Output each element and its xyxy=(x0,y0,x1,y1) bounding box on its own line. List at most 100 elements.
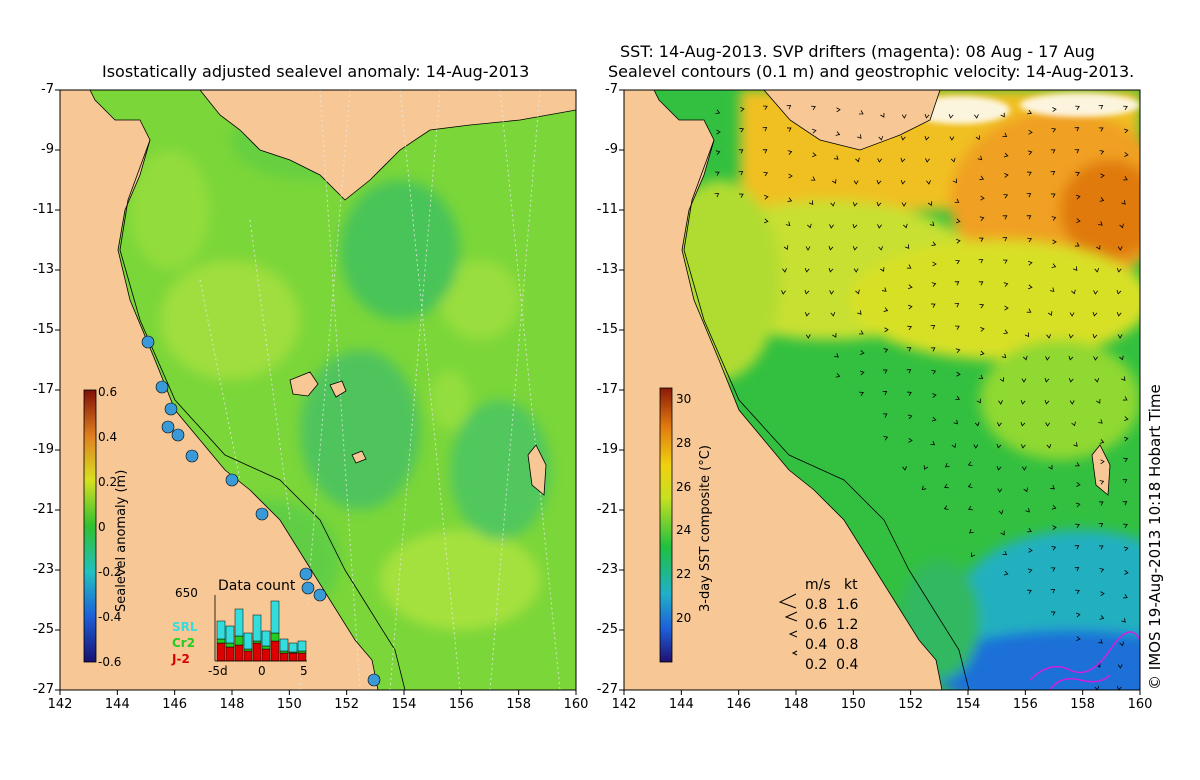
velocity-arrow xyxy=(907,391,912,396)
velocity-arrow xyxy=(828,245,834,251)
velocity-arrow xyxy=(1124,570,1129,575)
velocity-arrow xyxy=(1096,399,1101,404)
velocity-arrow xyxy=(883,436,889,441)
velocity-arrow xyxy=(1124,152,1129,157)
lat-tick-label: -19 xyxy=(32,442,54,457)
velocity-arrow xyxy=(1003,193,1009,199)
velocity-arrow xyxy=(805,334,811,339)
data-count-max: 650 xyxy=(175,586,198,600)
velocity-arrow xyxy=(1121,618,1126,623)
data-count-xlabel-start: -5d xyxy=(208,664,228,678)
velocity-arrow xyxy=(858,330,864,335)
data-count-bar xyxy=(225,642,235,648)
velocity-arrow xyxy=(1074,545,1080,550)
data-count-bar xyxy=(252,642,262,662)
velocity-arrow xyxy=(1050,567,1056,572)
velocity-arrow xyxy=(1020,399,1026,405)
data-count-bar xyxy=(297,640,307,652)
data-count-bar xyxy=(261,648,271,662)
velocity-arrow xyxy=(810,176,816,181)
velocity-arrow xyxy=(900,157,906,163)
velocity-legend-ms: 0.2 xyxy=(805,657,828,673)
velocity-arrow xyxy=(954,303,960,308)
sst-colorbar-label: 3-day SST composite (°C) xyxy=(698,445,713,612)
velocity-arrow xyxy=(860,350,865,355)
velocity-arrow xyxy=(1027,527,1032,533)
velocity-arrow xyxy=(786,105,792,110)
velocity-arrow xyxy=(739,193,744,198)
data-count-legend-j2: J-2 xyxy=(172,652,190,666)
sst-colorbar-tick: 24 xyxy=(676,523,692,538)
velocity-arrow xyxy=(979,350,985,356)
velocity-legend-ms: 0.6 xyxy=(805,617,828,633)
lon-tick-label: 142 xyxy=(47,697,73,712)
velocity-arrow xyxy=(979,303,985,309)
velocity-arrow xyxy=(1098,221,1103,226)
velocity-arrow xyxy=(1051,216,1057,221)
data-count-bar xyxy=(270,632,280,642)
velocity-legend-kt: 0.4 xyxy=(836,657,859,673)
velocity-arrow xyxy=(1050,611,1056,616)
velocity-arrow xyxy=(955,325,960,330)
lon-tick-label: 146 xyxy=(162,697,188,712)
velocity-legend-kt: 1.2 xyxy=(836,617,859,633)
velocity-arrow xyxy=(1047,311,1053,316)
velocity-arrow xyxy=(974,114,979,119)
velocity-legend-kt: 0.8 xyxy=(836,637,859,653)
sla-colorbar-tick: 0.2 xyxy=(98,475,118,489)
velocity-arrow xyxy=(955,259,961,265)
data-count-bar xyxy=(216,642,226,662)
velocity-arrow xyxy=(1046,443,1052,449)
velocity-arrow xyxy=(967,483,973,488)
right-map xyxy=(624,90,1140,690)
velocity-arrow xyxy=(1027,109,1032,115)
velocity-arrow xyxy=(859,370,865,376)
velocity-arrow xyxy=(1050,589,1056,594)
velocity-arrow xyxy=(932,261,937,267)
lat-tick-label: -17 xyxy=(32,382,54,397)
velocity-arrow xyxy=(739,127,745,133)
sla-colorbar-tick: 0 xyxy=(98,520,106,534)
lon-tick-label: 158 xyxy=(506,697,532,712)
velocity-arrow xyxy=(834,353,839,358)
velocity-arrow xyxy=(1119,223,1124,229)
velocity-arrow xyxy=(783,245,789,250)
data-count-bar xyxy=(288,652,298,662)
data-count-bar xyxy=(225,646,235,662)
velocity-arrow xyxy=(1050,193,1056,198)
velocity-arrow xyxy=(1075,589,1080,595)
data-count-bar xyxy=(243,632,253,650)
sla-colorbar-tick: 0.6 xyxy=(98,385,118,399)
velocity-arrow xyxy=(763,218,769,224)
lon-tick-label: 152 xyxy=(334,697,360,712)
velocity-arrow xyxy=(876,201,882,207)
velocity-arrow xyxy=(904,244,910,250)
right-map-title-line2: Sealevel contours (0.1 m) and geostrophi… xyxy=(608,62,1135,81)
velocity-arrow xyxy=(996,443,1002,449)
velocity-arrow xyxy=(787,197,793,202)
lon-tick-label: 152 xyxy=(898,697,924,712)
velocity-arrow xyxy=(1020,421,1026,427)
velocity-arrow xyxy=(1071,289,1076,295)
velocity-arrow xyxy=(853,180,859,185)
velocity-arrow xyxy=(1124,416,1129,422)
velocity-arrow xyxy=(1052,525,1057,530)
velocity-arrow xyxy=(804,267,810,273)
data-count-bar xyxy=(279,652,289,662)
velocity-arrow xyxy=(785,221,791,227)
velocity-arrow xyxy=(853,268,859,273)
sla-colorbar xyxy=(83,389,97,663)
velocity-arrow xyxy=(807,223,812,229)
velocity-arrow xyxy=(808,200,814,206)
lat-tick-label: -25 xyxy=(32,622,54,637)
data-count-bar xyxy=(288,642,298,653)
velocity-arrow xyxy=(714,193,720,198)
lat-tick-label: -23 xyxy=(596,562,618,577)
velocity-arrow xyxy=(762,149,768,154)
velocity-arrow xyxy=(787,150,793,155)
velocity-arrow xyxy=(1027,568,1033,574)
velocity-arrow xyxy=(1003,329,1009,335)
velocity-arrow xyxy=(1100,173,1105,179)
velocity-arrow xyxy=(1076,636,1081,641)
sst-colorbar-tick: 22 xyxy=(676,567,692,582)
